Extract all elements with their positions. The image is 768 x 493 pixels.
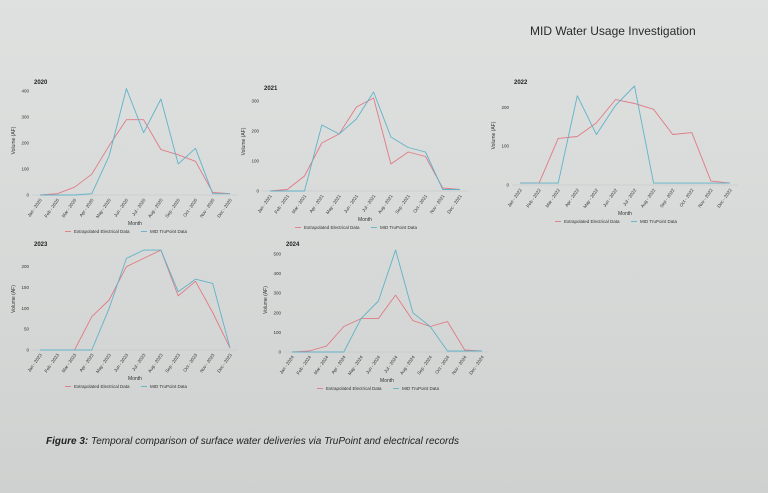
legend-label-electrical: Extrapolated Electrical Data (304, 225, 360, 230)
chart-title: 2020 (34, 80, 48, 86)
y-tick-label: 200 (251, 129, 259, 134)
y-tick-label: 150 (21, 285, 29, 290)
series-line-electrical (520, 99, 731, 184)
y-tick-label: 300 (251, 99, 259, 104)
y-tick-label: 100 (501, 144, 509, 149)
legend-label-trupoint: MID TruPoint Data (150, 229, 188, 234)
y-axis-label: Volume (AF) (241, 127, 247, 155)
y-tick-label: 500 (273, 251, 281, 256)
x-axis-label: Month (128, 376, 142, 382)
y-axis-label: Volume (AF) (491, 121, 497, 149)
y-tick-label: 400 (273, 271, 281, 276)
y-tick-label: 300 (21, 115, 29, 120)
y-axis-label: Volume (AF) (11, 285, 17, 313)
series-line-trupoint (292, 249, 482, 353)
legend-label-trupoint: MID TruPoint Data (402, 386, 440, 391)
y-axis-label: Volume (AF) (11, 126, 17, 154)
caption-prefix: Figure 3: (46, 436, 89, 447)
y-tick-label: 100 (273, 330, 281, 335)
y-tick-label: 200 (501, 105, 509, 110)
y-tick-label: 200 (21, 141, 29, 146)
y-tick-label: 100 (21, 306, 29, 311)
series-line-trupoint (270, 91, 460, 192)
x-axis-label: Month (128, 221, 142, 227)
legend-label-trupoint: MID TruPoint Data (380, 225, 418, 230)
y-tick-label: 100 (251, 159, 259, 164)
series-line-trupoint (40, 88, 230, 196)
y-tick-label: 100 (21, 167, 29, 172)
legend-label-electrical: Extrapolated Electrical Data (74, 384, 130, 389)
y-tick-label: 0 (256, 189, 259, 194)
series-line-electrical (291, 294, 483, 353)
y-tick-label: 300 (273, 291, 281, 296)
y-tick-label: 200 (273, 310, 281, 315)
y-axis-label: Volume (AF) (263, 286, 269, 314)
page-title: MID Water Usage Investigation (530, 24, 696, 38)
legend-label-electrical: Extrapolated Electrical Data (564, 219, 620, 224)
chart-title: 2023 (34, 242, 48, 248)
caption-text: Temporal comparison of surface water del… (88, 436, 459, 447)
series-line-trupoint (520, 85, 730, 184)
chart-title: 2021 (264, 86, 278, 92)
legend-label-electrical: Extrapolated Electrical Data (326, 386, 382, 391)
y-tick-label: 0 (26, 193, 29, 198)
y-tick-label: 0 (506, 183, 509, 188)
legend-label-trupoint: MID TruPoint Data (640, 219, 678, 224)
series-line-electrical (269, 97, 461, 192)
legend-label-trupoint: MID TruPoint Data (150, 384, 188, 389)
series-line-trupoint (40, 249, 231, 351)
x-axis-label: Month (358, 217, 372, 223)
legend-label-electrical: Extrapolated Electrical Data (74, 229, 130, 234)
chart-title: 2024 (286, 242, 300, 248)
y-tick-label: 0 (26, 348, 29, 353)
x-axis-label: Month (380, 378, 394, 384)
x-axis-label: Month (618, 211, 632, 217)
series-line-electrical (39, 119, 231, 196)
chart-title: 2022 (514, 80, 528, 86)
y-tick-label: 50 (24, 327, 30, 332)
y-tick-label: 400 (21, 89, 29, 94)
y-tick-label: 200 (21, 264, 29, 269)
figure-caption: Figure 3: Temporal comparison of surface… (46, 436, 459, 447)
y-tick-label: 0 (278, 350, 281, 355)
